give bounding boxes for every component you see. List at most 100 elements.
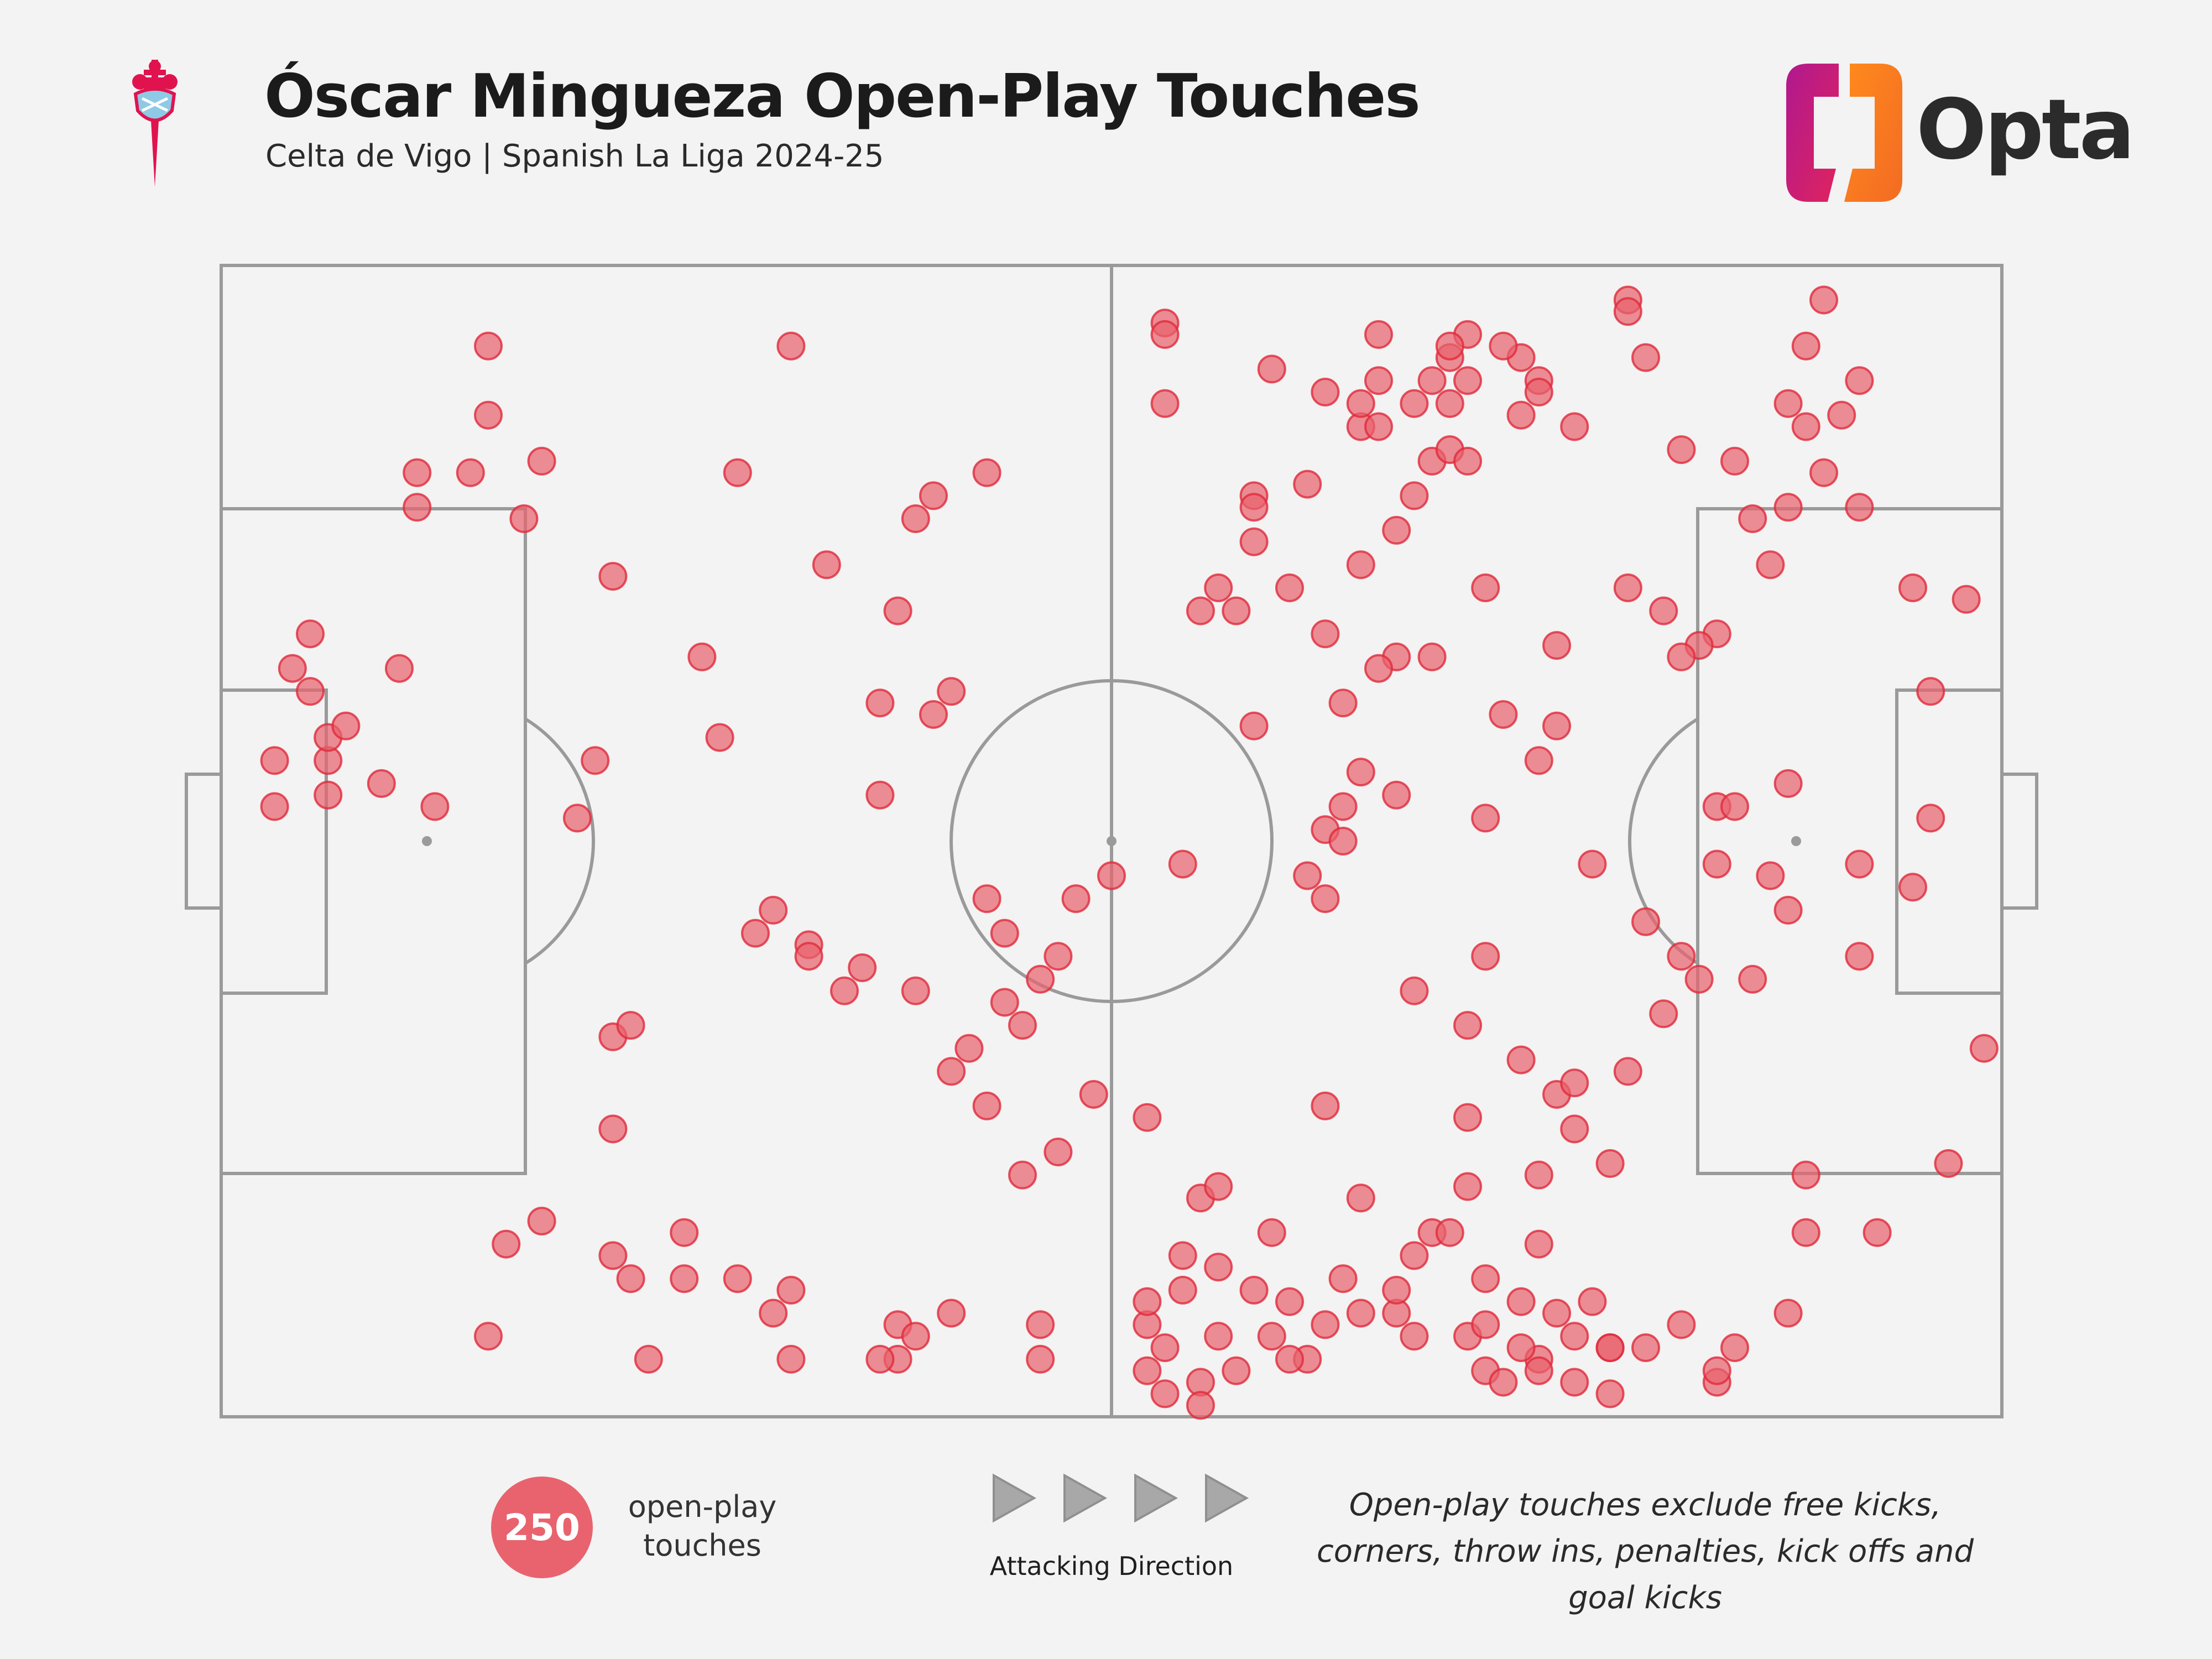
touch-point <box>1168 1241 1197 1270</box>
touch-point <box>741 919 770 948</box>
touch-point <box>919 481 948 510</box>
touch-point <box>901 976 930 1005</box>
touch-point <box>1773 389 1803 418</box>
touch-point <box>705 723 734 752</box>
left-goal <box>185 773 223 910</box>
touch-point <box>1400 481 1429 510</box>
touch-point <box>1916 677 1945 706</box>
touch-point <box>1435 389 1464 418</box>
touch-point <box>1311 1091 1340 1120</box>
touch-point <box>1969 1034 1999 1063</box>
touch-point <box>1595 1149 1625 1178</box>
touch-point <box>972 1091 1001 1120</box>
centre-circle <box>950 679 1274 1003</box>
touch-point <box>1845 849 1874 879</box>
touch-point <box>1026 1344 1055 1374</box>
touch-count-badge: 250 <box>491 1477 593 1578</box>
touch-point <box>1400 976 1429 1005</box>
page-subtitle: Celta de Vigo | Spanish La Liga 2024-25 <box>265 138 884 174</box>
touch-point <box>1791 331 1820 361</box>
touch-point <box>1150 320 1180 349</box>
touch-point <box>1898 573 1927 602</box>
touch-point <box>1311 378 1340 406</box>
touch-point <box>1204 573 1233 602</box>
touch-point <box>954 1034 984 1063</box>
touch-point <box>1044 942 1073 971</box>
touch-point <box>456 458 485 487</box>
touch-point <box>314 780 343 810</box>
touch-point <box>1453 446 1482 476</box>
touch-point <box>474 1322 503 1351</box>
touch-point <box>937 1057 966 1086</box>
left-six-yard-box <box>220 688 328 995</box>
touch-point <box>1204 1172 1233 1201</box>
touch-point <box>1453 1172 1482 1201</box>
touch-point <box>1489 700 1518 729</box>
touch-point <box>1524 1229 1553 1259</box>
touch-point <box>972 458 1001 487</box>
touch-point <box>1773 895 1803 925</box>
touch-point <box>527 446 556 476</box>
left-penalty-spot <box>422 836 432 846</box>
touch-point <box>1364 320 1393 349</box>
touch-point <box>563 804 592 833</box>
touch-point <box>1738 964 1767 994</box>
touch-point <box>1560 1114 1589 1144</box>
touch-point <box>1631 907 1660 936</box>
touch-point <box>812 550 841 580</box>
touch-point <box>1560 1368 1589 1397</box>
touch-point <box>1275 1344 1304 1374</box>
touch-point <box>1489 331 1518 361</box>
touch-point <box>1471 1310 1500 1339</box>
touch-point <box>1150 389 1180 418</box>
touch-point <box>723 458 752 487</box>
touch-point <box>1328 792 1358 821</box>
touch-point <box>1952 585 1981 614</box>
touch-point <box>848 953 877 982</box>
touch-point <box>901 1322 930 1351</box>
touch-point <box>1382 780 1411 810</box>
touch-point <box>1435 1218 1464 1247</box>
touch-point <box>1293 469 1322 499</box>
touch-point <box>1453 366 1482 395</box>
touch-point <box>492 1229 521 1259</box>
opta-wordmark: Opta <box>1916 82 2135 178</box>
touch-point <box>1595 1379 1625 1408</box>
touch-point <box>1453 1011 1482 1040</box>
touch-point <box>1346 550 1375 580</box>
touch-point <box>1453 1103 1482 1132</box>
touch-point <box>1791 1160 1820 1190</box>
touch-point <box>1578 1287 1607 1316</box>
club-crest-icon <box>132 60 178 187</box>
touch-point <box>883 596 912 625</box>
touch-count-label: open-play touches <box>628 1489 777 1563</box>
touch-point <box>759 1298 788 1328</box>
touch-point <box>990 988 1019 1017</box>
touch-point <box>296 619 325 649</box>
touch-point <box>1346 1183 1375 1213</box>
touch-point <box>1809 285 1838 315</box>
touch-point <box>1382 515 1411 545</box>
touch-point <box>1542 1298 1571 1328</box>
touch-point <box>1008 1011 1037 1040</box>
touch-point <box>1827 400 1856 430</box>
touch-point <box>1328 827 1358 855</box>
touch-point <box>1204 1322 1233 1351</box>
touch-point <box>1720 446 1749 476</box>
touch-point <box>1506 1045 1536 1074</box>
touch-point <box>1471 942 1500 971</box>
touch-point <box>1168 849 1197 879</box>
touch-point <box>1560 412 1589 441</box>
touch-point <box>1506 1333 1536 1363</box>
touch-point <box>1328 688 1358 718</box>
centre-spot <box>1107 836 1117 846</box>
touch-point <box>1845 366 1874 395</box>
touch-point <box>1667 942 1696 971</box>
touch-point <box>1613 573 1642 602</box>
right-penalty-spot <box>1791 836 1801 846</box>
touch-point <box>1133 1103 1162 1132</box>
touch-point <box>1471 1264 1500 1293</box>
touch-point <box>972 884 1001 914</box>
touch-point <box>1631 1333 1660 1363</box>
